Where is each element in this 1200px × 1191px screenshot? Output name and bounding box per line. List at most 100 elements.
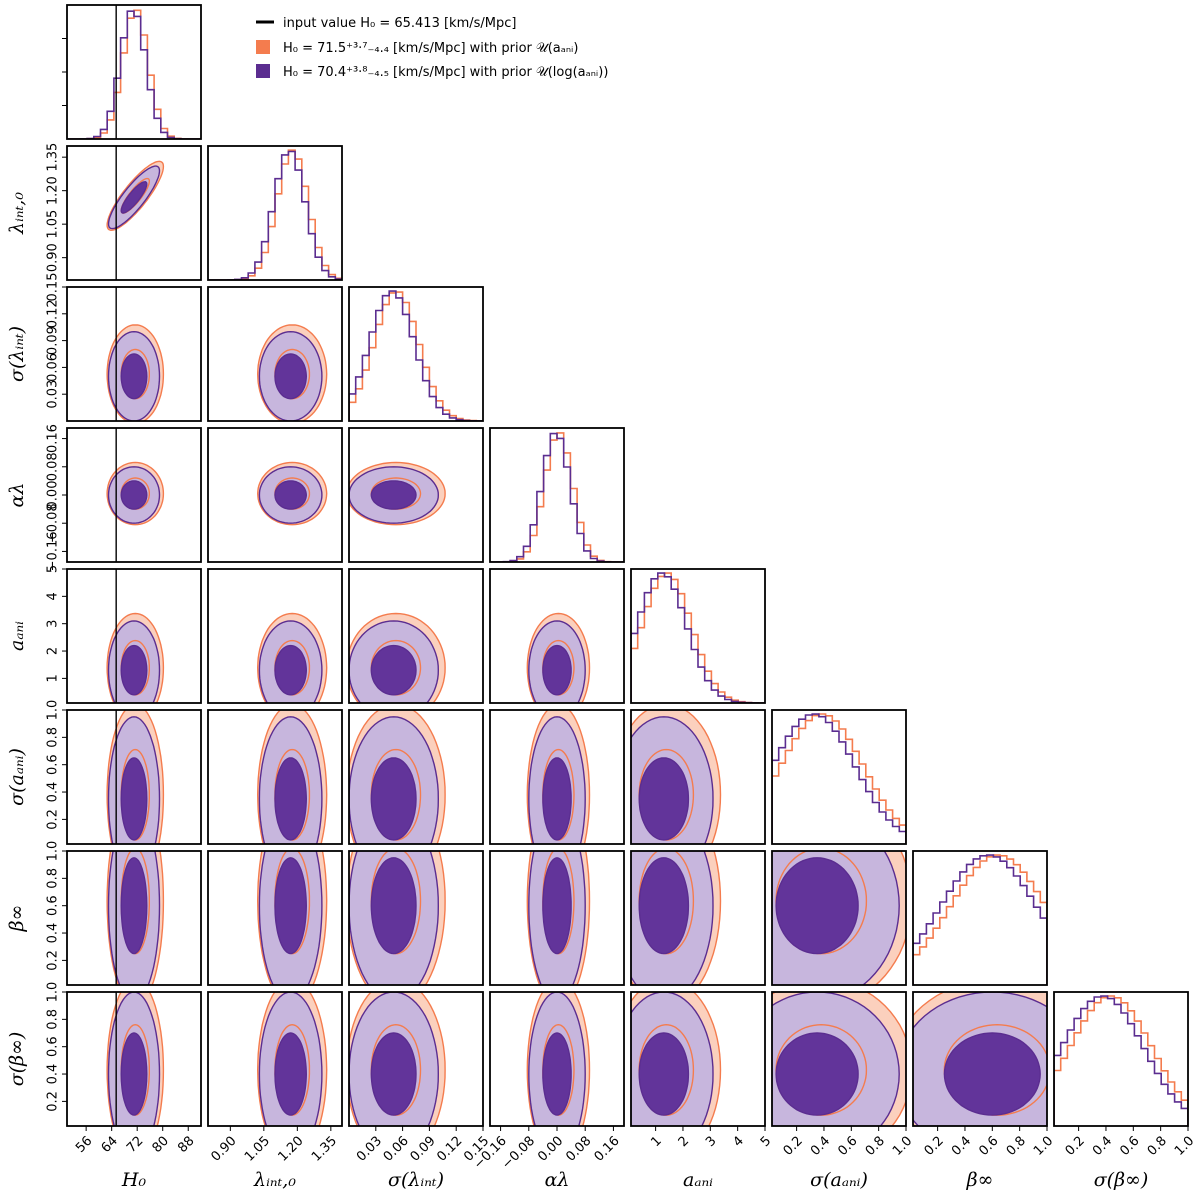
x-tick-label: 0.6	[835, 1134, 860, 1159]
panel-content	[106, 428, 165, 562]
contour-log-inner	[638, 1032, 690, 1116]
y-tick-label: 1.35	[45, 143, 60, 172]
x-tick-label: 0.2	[1063, 1134, 1088, 1159]
panel-frame	[207, 427, 343, 563]
y-tick-label: 1.05	[45, 210, 60, 239]
panel-frame	[1053, 991, 1189, 1127]
y-tick-label: 0.6	[45, 754, 60, 775]
y-tick-label: 1.0	[45, 700, 60, 721]
x-axis-label: σ(λᵢₙₜ)	[388, 1169, 444, 1191]
panel-a_ani-sigma_lambda_int	[348, 568, 484, 704]
panel-content	[772, 992, 906, 1126]
panel-beta_inf-sigma_a_ani	[771, 850, 907, 986]
x-tick-label: 0.06	[381, 1134, 412, 1165]
legend: input value H₀ = 65.413 [km/s/Mpc] H₀ = …	[256, 16, 608, 80]
y-tick-label: 0.06	[45, 353, 60, 382]
panel-content	[349, 710, 446, 844]
panel-frame	[66, 709, 202, 845]
x-tick-label: 64	[99, 1134, 121, 1156]
hist-uniform-prior	[67, 9, 201, 139]
y-tick-label: −0.16	[45, 531, 60, 571]
panel-content	[631, 851, 722, 985]
panel-beta_inf-lambda_int0	[207, 850, 343, 986]
panel-sigma_a_ani-sigma_a_ani	[771, 709, 907, 845]
y-tick-label: 3	[45, 620, 60, 628]
y-tick-label: 1.0	[45, 841, 60, 862]
panel-sigma_beta_inf-sigma_lambda_int: 0.030.060.090.120.15σ(λᵢₙₜ)	[348, 991, 492, 1191]
panel-content	[256, 992, 328, 1126]
panel-frame	[348, 991, 484, 1127]
panel-frame	[207, 286, 343, 422]
panel-content	[349, 851, 446, 985]
x-tick-label: 0.12	[434, 1134, 465, 1165]
x-axis-label: αλ	[545, 1169, 570, 1191]
panel-frame	[912, 991, 1048, 1127]
x-tick-label: 4	[730, 1134, 746, 1150]
y-axis-label: σ(aₐₙᵢ)	[6, 748, 28, 806]
y-tick-label: 0.12	[45, 299, 60, 328]
panel-content	[1054, 995, 1188, 1126]
panel-frame	[66, 145, 202, 281]
panel-content	[349, 290, 483, 421]
contour-log-inner	[370, 857, 417, 955]
legend-uniform-label: H₀ = 71.5⁺³·⁷₋₄.₄ [km/s/Mpc] with prior …	[283, 41, 578, 56]
panel-beta_inf-H0: 0.2 0.4 0.6 0.8 1.0 β∞	[6, 841, 202, 986]
hist-log-prior	[490, 432, 624, 562]
x-tick-label: 0.90	[209, 1134, 240, 1165]
panel-content	[526, 992, 591, 1126]
x-tick-label: 88	[175, 1134, 197, 1156]
panel-frame	[771, 709, 907, 845]
y-axis-label: aₐₙᵢ	[6, 621, 28, 651]
contour-log-inner	[120, 857, 148, 955]
hist-uniform-prior	[772, 713, 906, 844]
hist-log-prior	[1054, 995, 1188, 1126]
contour-log-inner	[274, 644, 308, 696]
panel-alpha_lambda-H0: −0.16−0.080.000.080.16 αλ	[6, 424, 202, 571]
panel-alpha_lambda-sigma_lambda_int	[348, 427, 484, 563]
panel-sigma_a_ani-sigma_lambda_int	[348, 709, 484, 845]
panel-frame	[66, 850, 202, 986]
panel-a_ani-a_ani	[630, 568, 766, 704]
x-axis-label: aₐₙᵢ	[683, 1169, 713, 1191]
x-axis-label: H₀	[121, 1169, 147, 1191]
hist-log-prior	[913, 854, 1047, 985]
contour-log-inner	[120, 644, 148, 696]
panel-content	[772, 713, 906, 844]
panel-frame	[489, 709, 625, 845]
panel-sigma_a_ani-H0: 0.2 0.4 0.6 0.8 1.0 σ(aₐₙᵢ)	[6, 700, 202, 845]
panel-frame	[912, 850, 1048, 986]
panel-alpha_lambda-lambda_int0	[207, 427, 343, 563]
panel-sigma_lambda_int-H0: 0.030.060.090.120.15 σ(λᵢₙₜ)	[6, 273, 202, 422]
contour-log-inner	[775, 857, 859, 955]
panel-frame	[630, 709, 766, 845]
panel-sigma_a_ani-alpha_lambda	[489, 709, 625, 845]
y-tick-label: 0.09	[45, 326, 60, 355]
x-axis-label: σ(β∞)	[1094, 1169, 1149, 1191]
y-tick-label: 0.4	[45, 923, 60, 944]
legend-truth-label: input value H₀ = 65.413 [km/s/Mpc]	[283, 16, 516, 31]
y-tick-label: 0.00	[45, 481, 60, 510]
x-tick-label: 0.8	[1004, 1134, 1029, 1159]
panel-frame	[489, 568, 625, 704]
panel-frame	[348, 286, 484, 422]
panel-content	[526, 851, 591, 985]
panel-a_ani-lambda_int0	[207, 568, 343, 704]
panel-content	[256, 612, 328, 703]
panel-content	[349, 612, 446, 703]
panel-sigma_beta_inf-sigma_beta_inf: 0.2 0.4 0.6 0.8 1.0 σ(β∞)	[1053, 991, 1197, 1191]
contour-log-inner	[638, 757, 690, 841]
contour-log-inner	[370, 1032, 417, 1116]
panel-sigma_beta_inf-beta_inf: 0.2 0.4 0.6 0.8 1.0 β∞	[912, 991, 1056, 1191]
legend-log-swatch	[256, 64, 270, 78]
panel-content	[106, 569, 165, 703]
panel-frame	[66, 991, 202, 1127]
panel-sigma_beta_inf-lambda_int0: 0.90 1.05 1.20 1.35 λᵢₙₜ,₀	[207, 991, 343, 1191]
y-tick-label: 2	[45, 647, 60, 655]
x-tick-label: −0.08	[499, 1134, 538, 1173]
panel-sigma_beta_inf-sigma_a_ani: 0.2 0.4 0.6 0.8 1.0 σ(aₐₙᵢ)	[771, 991, 915, 1191]
y-tick-label: 0.8	[45, 1009, 60, 1030]
x-tick-label: 56	[73, 1134, 95, 1156]
y-tick-label: 0.08	[45, 452, 60, 481]
contour-log-inner	[120, 757, 148, 841]
contour-log-inner	[120, 1032, 148, 1116]
